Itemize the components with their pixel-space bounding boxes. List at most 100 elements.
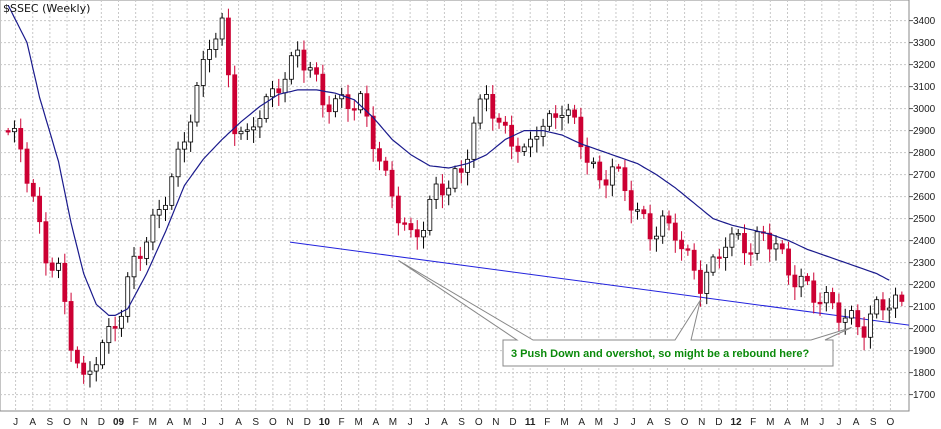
candle-body-up [547, 113, 552, 127]
x-month-label: A [578, 417, 585, 428]
y-tick-label: 3300 [913, 38, 936, 49]
candle-body-down [490, 94, 496, 119]
x-month-label: N [286, 417, 293, 428]
candle-body-up [773, 243, 779, 250]
candle [238, 126, 244, 140]
candle [49, 257, 55, 278]
candle [616, 163, 622, 172]
candle-body-down [698, 269, 703, 294]
candle-body-up [150, 214, 156, 243]
candle [395, 186, 401, 236]
x-month-label: J [408, 417, 413, 428]
candle-body-down [370, 115, 376, 150]
candle-body-up [660, 215, 666, 237]
candle-body-down [49, 262, 55, 271]
candle [24, 142, 30, 193]
candle [377, 141, 382, 171]
candle [490, 85, 496, 131]
candle [18, 118, 24, 163]
candle [232, 65, 238, 146]
candle [87, 361, 93, 388]
candle-body-up [251, 126, 257, 131]
candle [30, 179, 36, 202]
candle-body-down [276, 88, 282, 94]
candle-body-up [471, 122, 477, 160]
x-month-label: N [698, 417, 705, 428]
candle-body-up [635, 209, 640, 212]
candle-body-up [282, 78, 288, 94]
candle [899, 291, 905, 307]
candle [276, 78, 282, 106]
candle-body-down [30, 182, 36, 197]
x-year-label: 12 [730, 417, 742, 428]
x-month-label: A [784, 417, 791, 428]
candle-body-down [666, 215, 672, 224]
candle-body-up [257, 118, 263, 128]
y-tick-label: 2300 [913, 258, 936, 269]
candle [716, 248, 722, 269]
candle-body-up [163, 204, 168, 210]
candle [685, 244, 691, 256]
candle-body-down [232, 74, 238, 135]
candle [622, 159, 628, 202]
candle-body-up [591, 161, 596, 164]
candle-body-down [112, 326, 118, 329]
candle-body-up [288, 55, 294, 80]
candle [383, 156, 389, 177]
candle [440, 174, 445, 209]
x-month-label: S [252, 417, 259, 428]
candle [43, 212, 49, 276]
annotation-text: 3 Push Down and overshot, so might be a … [511, 348, 810, 360]
x-month-label: M [766, 417, 774, 428]
candle [647, 204, 653, 251]
candle-body-up [131, 255, 137, 278]
candle [584, 137, 590, 175]
candle-body-up [12, 128, 17, 133]
candle [307, 61, 313, 78]
candle [68, 292, 74, 362]
candle [559, 105, 565, 131]
gridlines [0, 0, 909, 411]
candle-body-down [880, 299, 886, 311]
candle-body-down [836, 302, 842, 323]
candle-body-down [616, 166, 622, 169]
candle [270, 80, 275, 108]
x-month-label: M [560, 417, 568, 428]
candle [131, 247, 137, 290]
candle-body-up [427, 198, 433, 231]
candle [263, 93, 269, 123]
y-tick-label: 3100 [913, 82, 936, 93]
x-axis: J A S O N D 09 F M A M J J A S O N D 10 F M A M J J A S O N D 11 F M A M J J… [13, 417, 894, 428]
candle-body-down [24, 148, 30, 184]
x-month-label: O [681, 417, 689, 428]
candle [194, 81, 200, 127]
candle-body-up [735, 233, 741, 236]
candle-body-up [207, 49, 212, 60]
x-month-label: M [149, 417, 157, 428]
candle [169, 173, 175, 210]
candle [603, 170, 609, 199]
candle-body-up [295, 49, 301, 57]
candle [188, 114, 194, 152]
candle-body-down [805, 275, 810, 282]
candle-body-down [137, 255, 143, 259]
x-month-label: F [338, 417, 344, 428]
candle-body-up [565, 109, 571, 116]
candle-body-down [647, 213, 653, 240]
moving-average-line [7, 4, 890, 316]
candle [723, 237, 729, 271]
candle-body-down [414, 229, 420, 238]
candle [628, 180, 634, 224]
candle-body-down [899, 294, 905, 302]
candle [805, 273, 810, 286]
candle-body-up [175, 148, 181, 178]
candle [339, 87, 345, 108]
candle [811, 272, 817, 314]
candle [849, 305, 854, 325]
candle-body-up [452, 168, 458, 189]
candle [836, 293, 842, 335]
candle-body-down [603, 179, 609, 186]
x-month-label: A [647, 417, 654, 428]
candle-body-up [559, 114, 565, 118]
